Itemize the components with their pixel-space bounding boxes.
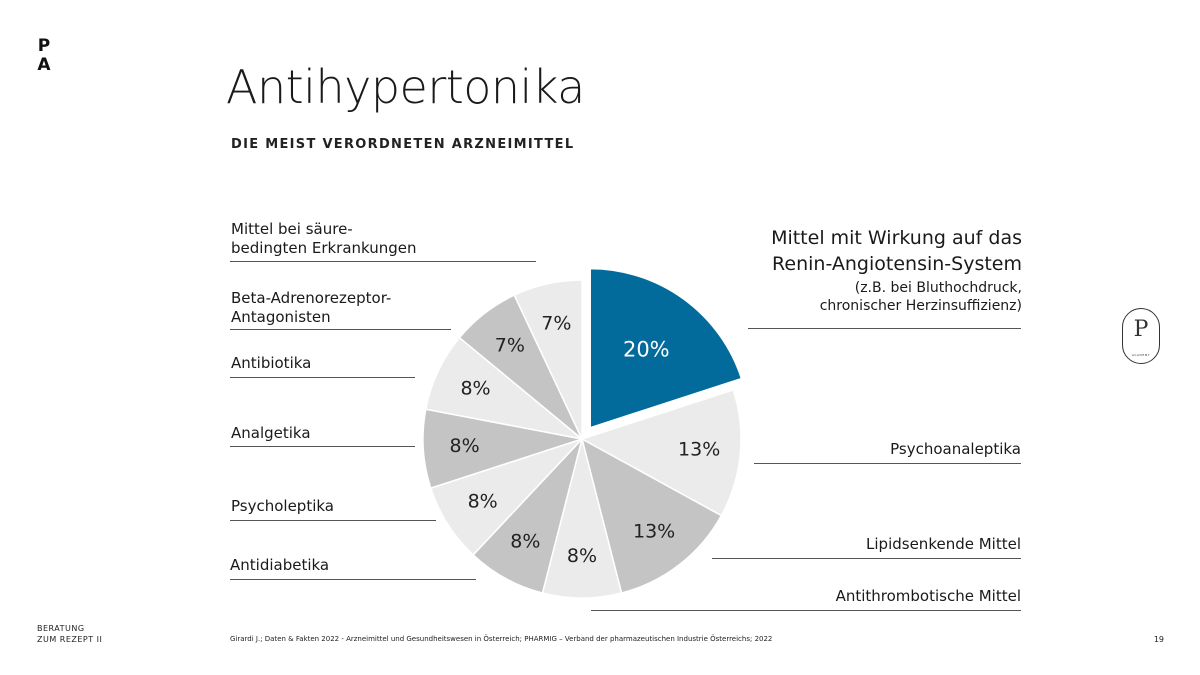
leader-line-antidiabetika — [230, 579, 476, 580]
leader-line-antibiotika — [230, 377, 415, 378]
leader-line-psycholeptika — [230, 520, 436, 521]
footer-course-line1: BERATUNG — [37, 624, 85, 633]
slice-label-betablocker-line2: Antagonisten — [231, 308, 331, 326]
page-subtitle: DIE MEIST VERORDNETEN ARZNEIMITTEL — [231, 137, 575, 152]
page-number: 19 — [1153, 635, 1164, 644]
slice-note-raas: (z.B. bei Bluthochdruck, chronischer Her… — [700, 279, 1022, 315]
leader-line-analgetika — [230, 446, 415, 447]
leader-line-antithrombotika — [591, 610, 1021, 611]
footer-source: Girardi J.; Daten & Fakten 2022 - Arznei… — [230, 635, 773, 643]
pie-value-label-mittel-bei-s-urebedingten-erkrankungen: 7% — [541, 313, 571, 335]
brand-logo: P A — [34, 37, 54, 75]
slice-label-psycholeptika: Psycholeptika — [231, 497, 334, 515]
pie-slice-mittel-mit-wirkung-auf-das-renin-angiotensin-system — [589, 267, 743, 429]
pie-value-label-psycholeptika: 8% — [468, 491, 498, 513]
badge-subtext: ACADEMY — [1131, 353, 1151, 357]
slice-note-raas-line2: chronischer Herzinsuffizienz) — [819, 298, 1022, 314]
badge-letter: P — [1133, 317, 1149, 342]
leader-line-psychoanaleptika — [754, 463, 1021, 464]
pie-value-label-antidiabetika: 8% — [510, 531, 540, 553]
leader-line-lipidsenker — [712, 558, 1021, 559]
page-title: Antihypertonika — [226, 60, 585, 114]
slice-label-raas-line2: Renin-Angiotensin-System — [772, 253, 1022, 275]
pie-value-label-beta-adrenorezeptor-antagonisten: 7% — [495, 335, 525, 357]
pie-value-label-psychoanaleptika: 13% — [678, 439, 720, 461]
slice-label-antidiabetika: Antidiabetika — [230, 556, 330, 574]
leader-line-raas — [748, 328, 1021, 329]
slice-label-betablocker: Beta-Adrenorezeptor- Antagonisten — [231, 289, 451, 327]
slice-label-analgetika: Analgetika — [231, 424, 311, 442]
slice-label-lipidsenker: Lipidsenkende Mittel — [866, 535, 1021, 553]
slice-label-antibiotika: Antibiotika — [231, 354, 312, 372]
slice-label-betablocker-line1: Beta-Adrenorezeptor- — [231, 289, 392, 307]
leader-line-saeure — [230, 261, 536, 262]
logo-letter-a: A — [37, 55, 51, 75]
slice-note-raas-line1: (z.B. bei Bluthochdruck, — [854, 280, 1022, 296]
pie-value-label-mittel-mit-wirkung-auf-das-renin-angiotensin-system: 20% — [623, 337, 670, 361]
slice-label-raas: Mittel mit Wirkung auf das Renin-Angiote… — [700, 225, 1022, 277]
pie-slice-mittel-bei-s-urebedingten-erkrankungen — [513, 279, 583, 440]
slice-label-saeure: Mittel bei säure- bedingten Erkrankungen — [231, 220, 531, 258]
slice-label-raas-line1: Mittel mit Wirkung auf das — [771, 227, 1022, 249]
pie-slice-psychoanaleptika — [580, 388, 742, 517]
logo-letter-p: P — [37, 36, 51, 56]
academy-badge: P ACADEMY — [1122, 308, 1160, 364]
pie-slice-lipidsenkende-mittel — [580, 437, 723, 594]
leader-line-betablocker — [230, 329, 451, 330]
slice-label-psychoanaleptika: Psychoanaleptika — [890, 440, 1021, 458]
slice-label-saeure-line1: Mittel bei säure- — [231, 220, 353, 238]
pie-value-label-analgetika: 8% — [449, 435, 479, 457]
slice-label-antithrombotika: Antithrombotische Mittel — [835, 587, 1021, 605]
footer-course: BERATUNG ZUM REZEPT II — [37, 623, 102, 645]
footer-course-line2: ZUM REZEPT II — [37, 635, 103, 644]
pie-value-label-antithrombotische-mittel: 8% — [567, 545, 597, 567]
slice-label-saeure-line2: bedingten Erkrankungen — [231, 239, 417, 257]
pie-value-label-lipidsenkende-mittel: 13% — [633, 520, 675, 542]
pie-value-label-antibiotika: 8% — [460, 377, 490, 399]
